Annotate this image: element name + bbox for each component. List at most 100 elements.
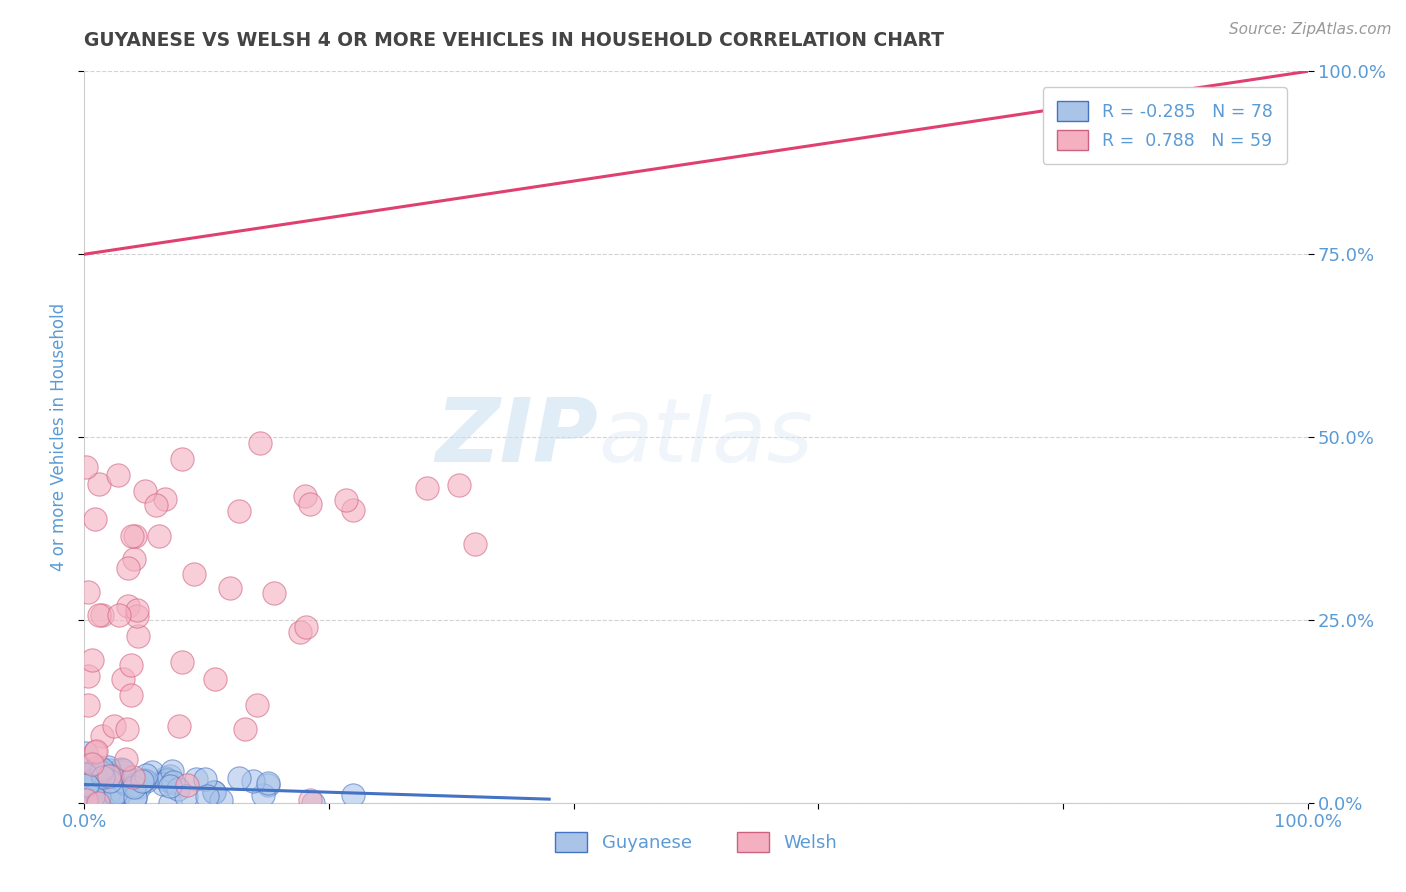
Point — [335, 493, 357, 508]
Point — [82, 653, 104, 667]
Point — [159, 796, 181, 810]
Point — [135, 768, 157, 782]
Point — [90, 765, 112, 780]
Y-axis label: 4 or more Vehicles in Household: 4 or more Vehicles in Household — [49, 303, 67, 571]
Point — [134, 773, 156, 788]
Point — [447, 477, 470, 491]
Legend: Guyanese, Welsh: Guyanese, Welsh — [547, 824, 845, 860]
Point — [246, 698, 269, 712]
Point — [122, 770, 145, 784]
Point — [153, 771, 176, 785]
Point — [299, 497, 322, 511]
Point — [298, 793, 321, 807]
Point — [257, 778, 280, 792]
Point — [242, 773, 264, 788]
Point — [249, 436, 271, 450]
Point — [127, 629, 149, 643]
Point — [75, 460, 97, 475]
Point — [101, 768, 124, 782]
Point — [82, 780, 104, 795]
Point — [156, 772, 179, 787]
Point — [107, 467, 129, 482]
Point — [77, 796, 100, 810]
Point — [91, 729, 114, 743]
Point — [295, 620, 318, 634]
Point — [294, 489, 316, 503]
Point — [91, 607, 114, 622]
Point — [342, 503, 364, 517]
Point — [77, 585, 100, 599]
Point — [124, 791, 146, 805]
Point — [170, 451, 193, 466]
Point — [77, 780, 100, 795]
Text: Source: ZipAtlas.com: Source: ZipAtlas.com — [1229, 22, 1392, 37]
Point — [89, 760, 111, 774]
Point — [124, 790, 146, 805]
Point — [96, 789, 118, 804]
Point — [170, 656, 193, 670]
Point — [98, 763, 121, 777]
Point — [112, 776, 135, 790]
Point — [162, 774, 184, 789]
Point — [252, 788, 274, 802]
Point — [209, 793, 232, 807]
Point — [83, 512, 105, 526]
Point — [145, 498, 167, 512]
Point — [110, 762, 132, 776]
Point — [202, 785, 225, 799]
Point — [87, 789, 110, 804]
Point — [195, 789, 218, 803]
Point — [98, 774, 121, 789]
Point — [104, 787, 127, 801]
Point — [204, 672, 226, 686]
Point — [77, 780, 100, 794]
Point — [77, 698, 100, 712]
Point — [77, 776, 100, 790]
Text: atlas: atlas — [598, 394, 813, 480]
Point — [256, 775, 278, 789]
Point — [127, 603, 149, 617]
Point — [80, 757, 103, 772]
Point — [416, 481, 439, 495]
Text: GUYANESE VS WELSH 4 OR MORE VEHICLES IN HOUSEHOLD CORRELATION CHART: GUYANESE VS WELSH 4 OR MORE VEHICLES IN … — [84, 31, 945, 50]
Point — [75, 793, 97, 807]
Point — [108, 607, 131, 622]
Point — [117, 599, 139, 613]
Point — [84, 744, 107, 758]
Point — [135, 774, 157, 789]
Point — [122, 552, 145, 566]
Point — [84, 761, 107, 775]
Point — [112, 764, 135, 779]
Point — [117, 561, 139, 575]
Point — [90, 770, 112, 784]
Point — [121, 529, 143, 543]
Point — [73, 771, 96, 785]
Point — [233, 723, 256, 737]
Point — [134, 484, 156, 499]
Text: ZIP: ZIP — [436, 393, 598, 481]
Point — [107, 764, 129, 778]
Point — [342, 789, 364, 803]
Point — [84, 771, 107, 785]
Point — [76, 780, 98, 795]
Point — [82, 789, 104, 803]
Point — [110, 785, 132, 799]
Point — [115, 752, 138, 766]
Point — [111, 672, 134, 686]
Point — [75, 746, 97, 760]
Point — [219, 581, 242, 595]
Point — [73, 768, 96, 782]
Point — [128, 780, 150, 795]
Point — [228, 504, 250, 518]
Point — [87, 796, 110, 810]
Point — [89, 477, 111, 491]
Point — [98, 785, 121, 799]
Point — [115, 722, 138, 736]
Point — [120, 688, 142, 702]
Point — [111, 773, 134, 788]
Point — [90, 782, 112, 797]
Point — [84, 745, 107, 759]
Point — [105, 791, 128, 805]
Point — [183, 566, 205, 581]
Point — [464, 537, 486, 551]
